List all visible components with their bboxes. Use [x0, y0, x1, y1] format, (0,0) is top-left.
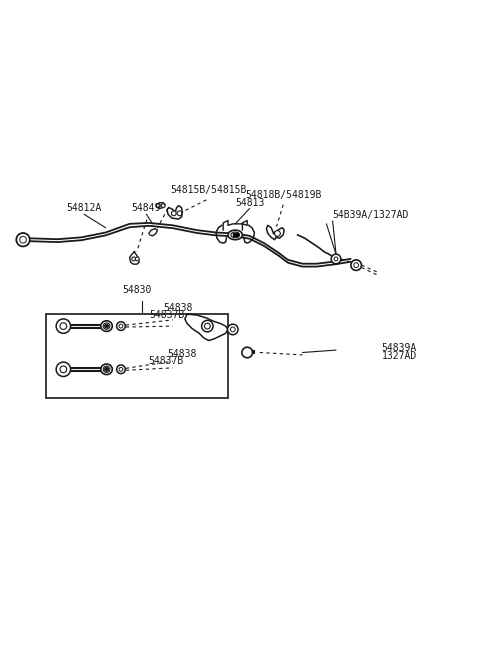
Circle shape: [60, 323, 67, 329]
Text: 1327AD: 1327AD: [382, 351, 417, 361]
Text: 54837B: 54837B: [148, 356, 183, 366]
Ellipse shape: [103, 366, 110, 373]
Circle shape: [230, 327, 235, 332]
Ellipse shape: [228, 230, 242, 240]
Ellipse shape: [101, 321, 112, 331]
Circle shape: [156, 204, 160, 208]
Text: 54849: 54849: [132, 203, 161, 214]
Circle shape: [119, 324, 123, 328]
Circle shape: [56, 319, 71, 333]
Circle shape: [161, 204, 165, 208]
Circle shape: [171, 211, 176, 215]
Text: 54818B/54819B: 54818B/54819B: [245, 190, 322, 200]
Circle shape: [204, 323, 210, 329]
Text: 54830: 54830: [122, 285, 152, 295]
Circle shape: [135, 257, 139, 261]
Circle shape: [202, 321, 213, 332]
Ellipse shape: [231, 232, 240, 238]
Circle shape: [275, 231, 280, 237]
Circle shape: [105, 324, 108, 328]
Text: 54839A: 54839A: [382, 344, 417, 353]
Circle shape: [16, 233, 30, 246]
Circle shape: [331, 254, 341, 263]
Circle shape: [119, 367, 123, 371]
Circle shape: [177, 211, 182, 215]
Text: 54B39A/1327AD: 54B39A/1327AD: [333, 210, 409, 220]
Text: 54837B: 54837B: [149, 310, 185, 320]
Ellipse shape: [103, 323, 110, 329]
Polygon shape: [233, 233, 238, 237]
Circle shape: [60, 366, 67, 373]
Circle shape: [56, 362, 71, 376]
Circle shape: [132, 257, 135, 261]
Text: 54813: 54813: [235, 198, 264, 208]
Circle shape: [228, 324, 238, 334]
Circle shape: [117, 322, 125, 330]
Text: 54815B/54815B: 54815B/54815B: [170, 185, 247, 195]
Text: 54838: 54838: [168, 349, 197, 359]
Circle shape: [117, 365, 125, 374]
Text: 54812A: 54812A: [66, 203, 102, 214]
Text: 54838: 54838: [163, 303, 192, 313]
Circle shape: [105, 367, 108, 371]
Ellipse shape: [101, 364, 112, 374]
Circle shape: [242, 347, 252, 358]
Circle shape: [351, 260, 361, 271]
Circle shape: [354, 263, 359, 267]
Bar: [46, 314, 228, 398]
Circle shape: [334, 257, 338, 261]
Circle shape: [20, 237, 26, 243]
